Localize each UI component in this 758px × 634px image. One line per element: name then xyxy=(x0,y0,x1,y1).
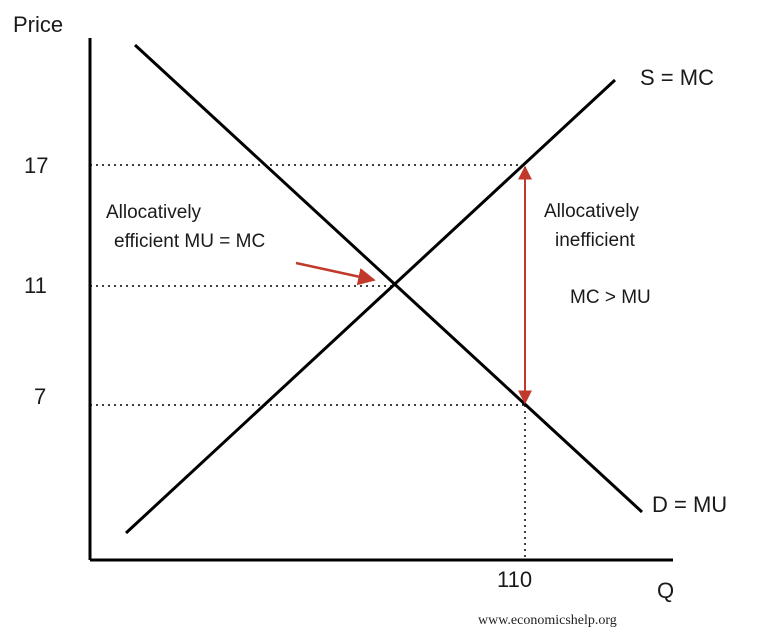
pointer-arrow xyxy=(295,261,376,286)
efficient-note-line1: Allocatively xyxy=(106,202,202,223)
supply-label: S = MC xyxy=(640,65,714,90)
demand-curve xyxy=(133,43,644,514)
efficient-note-line2: efficient MU = MC xyxy=(114,231,265,252)
inefficient-note-line2: inefficient xyxy=(555,230,636,251)
supply-curve xyxy=(124,78,617,535)
x-tick-110: 110 xyxy=(497,567,532,592)
y-tick-11: 11 xyxy=(24,273,47,298)
y-axis-title: Price xyxy=(13,12,63,37)
demand-label: D = MU xyxy=(652,492,727,517)
x-axis-title: Q xyxy=(657,578,674,603)
y-tick-7: 7 xyxy=(34,384,46,409)
inequality-note: MC > MU xyxy=(570,287,651,308)
y-tick-17: 17 xyxy=(24,153,48,178)
watermark: www.economicshelp.org xyxy=(478,613,617,628)
inefficient-note-line1: Allocatively xyxy=(544,201,640,222)
